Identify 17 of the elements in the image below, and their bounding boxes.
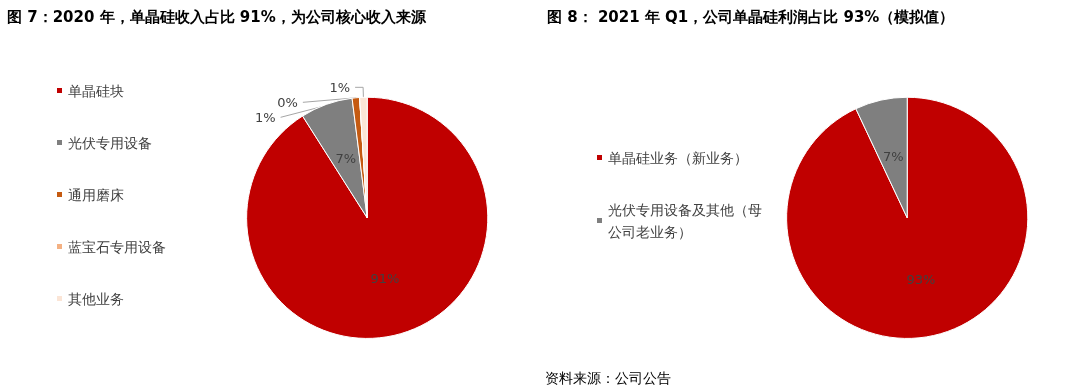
data-label: 1% — [254, 109, 276, 125]
legend-label: 其他业务 — [68, 290, 124, 307]
data-label: 1% — [329, 79, 351, 95]
legend-label: 光伏专用设备及其他（母公司老业务） — [608, 201, 762, 240]
legend-label: 光伏专用设备 — [68, 134, 152, 151]
chart-title: 图 7：2020 年，单晶硅收入占比 91%，为公司核心收入来源 — [7, 7, 427, 26]
chart-title: 图 8： 2021 年 Q1，公司单晶硅利润占比 93%（模拟值） — [547, 7, 955, 26]
text: 0% — [277, 94, 298, 110]
data-label: 91% — [370, 271, 400, 287]
data-label: 7% — [883, 148, 904, 164]
legend-label: 单晶硅块 — [68, 82, 124, 99]
legend-label: 通用磨床 — [68, 186, 124, 203]
data-label: 7% — [335, 150, 357, 166]
legend-label: 单晶硅业务（新业务） — [608, 149, 748, 166]
text: 资料来源：公司公告 — [545, 370, 671, 386]
data-label: 93% — [906, 272, 936, 288]
legend-label: 蓝宝石专用设备 — [68, 238, 166, 255]
